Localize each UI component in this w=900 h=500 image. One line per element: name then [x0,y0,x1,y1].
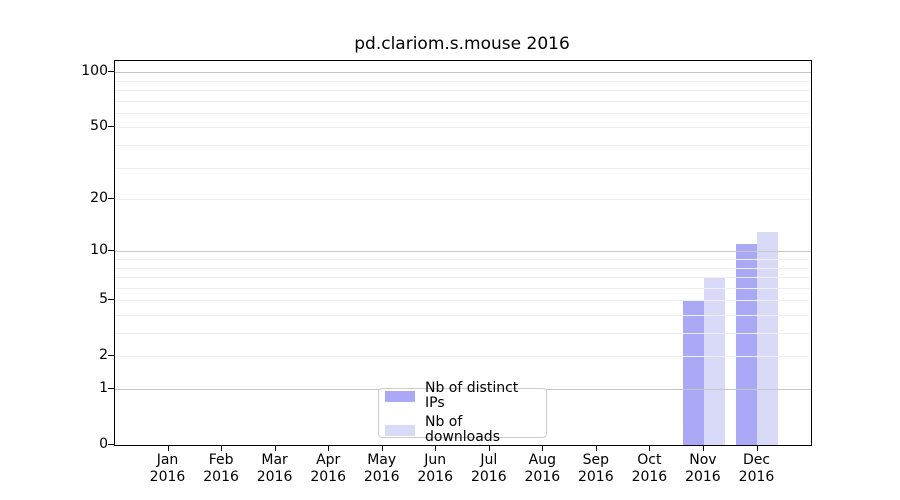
bar-distinct-ips [736,244,758,445]
gridline-major [115,72,811,74]
y-tick-label: 0 [99,436,108,452]
x-tick-label: Oct 2016 [631,452,668,485]
legend-swatch [385,424,415,436]
gridline-minor [115,267,811,269]
gridline-major [115,251,811,253]
x-tick-mark [381,445,383,451]
x-tick-label: Jan 2016 [149,452,186,485]
gridline-minor [115,199,811,201]
gridline-minor [115,167,811,169]
x-tick-label: Feb 2016 [203,452,239,485]
gridline-minor [115,112,811,114]
x-tick-label: Sep 2016 [577,452,614,485]
gridline-minor [115,333,811,334]
y-tick-label: 100 [81,63,108,80]
y-tick-mark [108,299,114,301]
bar-downloads [703,277,725,445]
y-tick-label: 20 [90,190,108,207]
legend: Nb of distinct IPs Nb of downloads [378,381,547,445]
y-tick-mark [108,198,114,200]
legend-label: Nb of downloads [425,414,500,445]
x-tick-mark [274,445,276,451]
legend-row: Nb of downloads [385,415,540,445]
y-tick-mark [108,444,114,445]
x-tick-label: Nov 2016 [685,452,721,485]
x-tick-label: Jul 2016 [470,452,507,485]
x-tick-label: Aug 2016 [524,452,561,485]
x-tick-mark [167,445,169,451]
gridline-minor [115,356,811,358]
x-tick-label: Dec 2016 [738,452,775,485]
x-tick-label: Jun 2016 [417,452,453,485]
gridline-minor [115,287,811,289]
x-tick-label: Apr 2016 [310,452,346,485]
gridline-minor [115,145,811,146]
y-tick-label: 2 [99,347,108,364]
y-tick-label: 1 [99,380,108,396]
gridline-minor [115,127,811,129]
x-tick-mark [542,445,544,451]
x-tick-mark [221,445,223,451]
x-tick-mark [702,445,704,451]
gridline-minor [115,80,811,82]
legend-row: Nb of distinct IPs [385,381,540,411]
gridline-minor [115,90,811,91]
x-tick-mark [488,445,490,451]
gridline-minor [115,100,811,102]
y-tick-label: 5 [99,291,108,308]
y-tick-mark [108,388,114,389]
legend-swatch [385,390,415,402]
plot-area [114,60,812,446]
x-tick-mark [649,445,651,451]
legend-label: Nb of distinct IPs [425,380,519,411]
chart-title: pd.clariom.s.mouse 2016 [354,34,570,54]
y-tick-mark [108,71,114,73]
y-tick-mark [108,126,114,128]
x-tick-mark [435,445,437,451]
y-tick-label: 10 [90,242,108,259]
x-tick-label: May 2016 [363,452,400,485]
x-tick-mark [328,445,330,451]
gridline-minor [115,300,811,302]
x-tick-mark [756,445,758,451]
y-tick-label: 50 [90,118,108,135]
x-tick-label: Mar 2016 [256,452,293,485]
y-tick-mark [108,250,114,252]
gridline-minor [115,315,811,316]
gridline-minor [115,259,811,260]
y-tick-mark [108,355,114,357]
bar-distinct-ips [682,300,704,445]
gridline-minor [115,277,811,278]
bar-downloads [757,231,779,445]
x-tick-mark [595,445,597,451]
